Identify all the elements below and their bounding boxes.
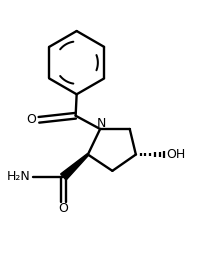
- Text: O: O: [26, 113, 36, 126]
- Polygon shape: [61, 154, 89, 180]
- Text: O: O: [58, 201, 68, 214]
- Text: H₂N: H₂N: [6, 170, 30, 183]
- Text: OH: OH: [166, 148, 186, 161]
- Text: N: N: [97, 117, 106, 130]
